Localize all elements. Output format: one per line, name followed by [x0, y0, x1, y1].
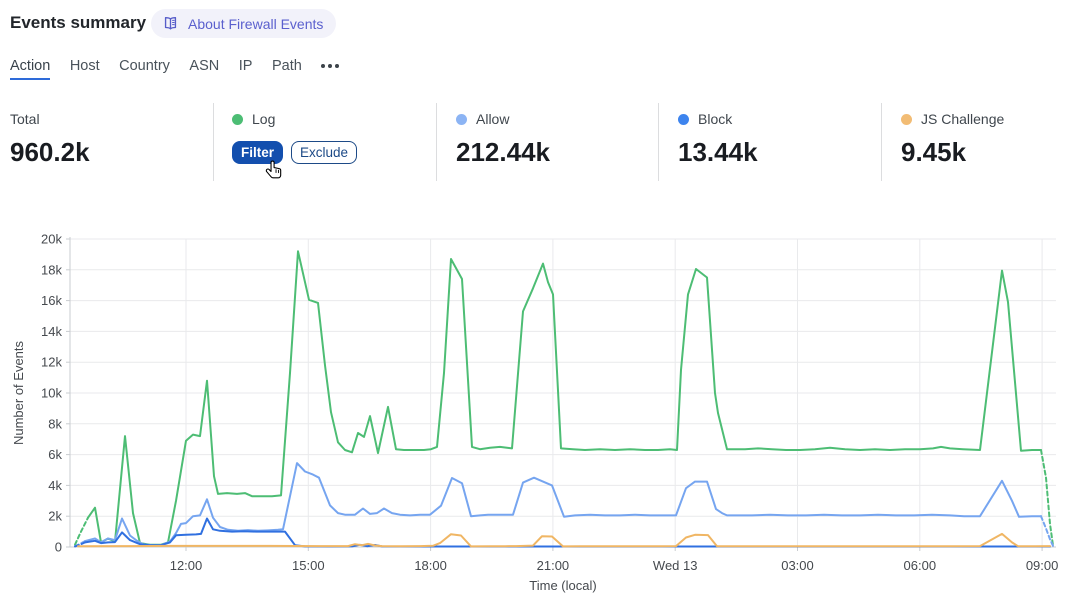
svg-text:Number of Events: Number of Events: [11, 340, 26, 445]
svg-text:12:00: 12:00: [170, 558, 203, 573]
svg-text:14k: 14k: [41, 324, 62, 339]
svg-text:Wed 13: Wed 13: [653, 558, 698, 573]
svg-text:8k: 8k: [48, 416, 62, 431]
svg-text:6k: 6k: [48, 447, 62, 462]
svg-text:16k: 16k: [41, 293, 62, 308]
svg-text:15:00: 15:00: [292, 558, 325, 573]
svg-text:18:00: 18:00: [414, 558, 447, 573]
svg-text:12k: 12k: [41, 355, 62, 370]
svg-text:06:00: 06:00: [904, 558, 937, 573]
svg-text:03:00: 03:00: [781, 558, 814, 573]
svg-text:09:00: 09:00: [1026, 558, 1059, 573]
svg-text:21:00: 21:00: [537, 558, 570, 573]
svg-text:2k: 2k: [48, 509, 62, 524]
svg-text:18k: 18k: [41, 262, 62, 277]
svg-text:20k: 20k: [41, 232, 62, 247]
svg-text:4k: 4k: [48, 478, 62, 493]
svg-text:10k: 10k: [41, 386, 62, 401]
svg-text:0: 0: [55, 540, 62, 555]
svg-text:Time (local): Time (local): [529, 578, 596, 593]
